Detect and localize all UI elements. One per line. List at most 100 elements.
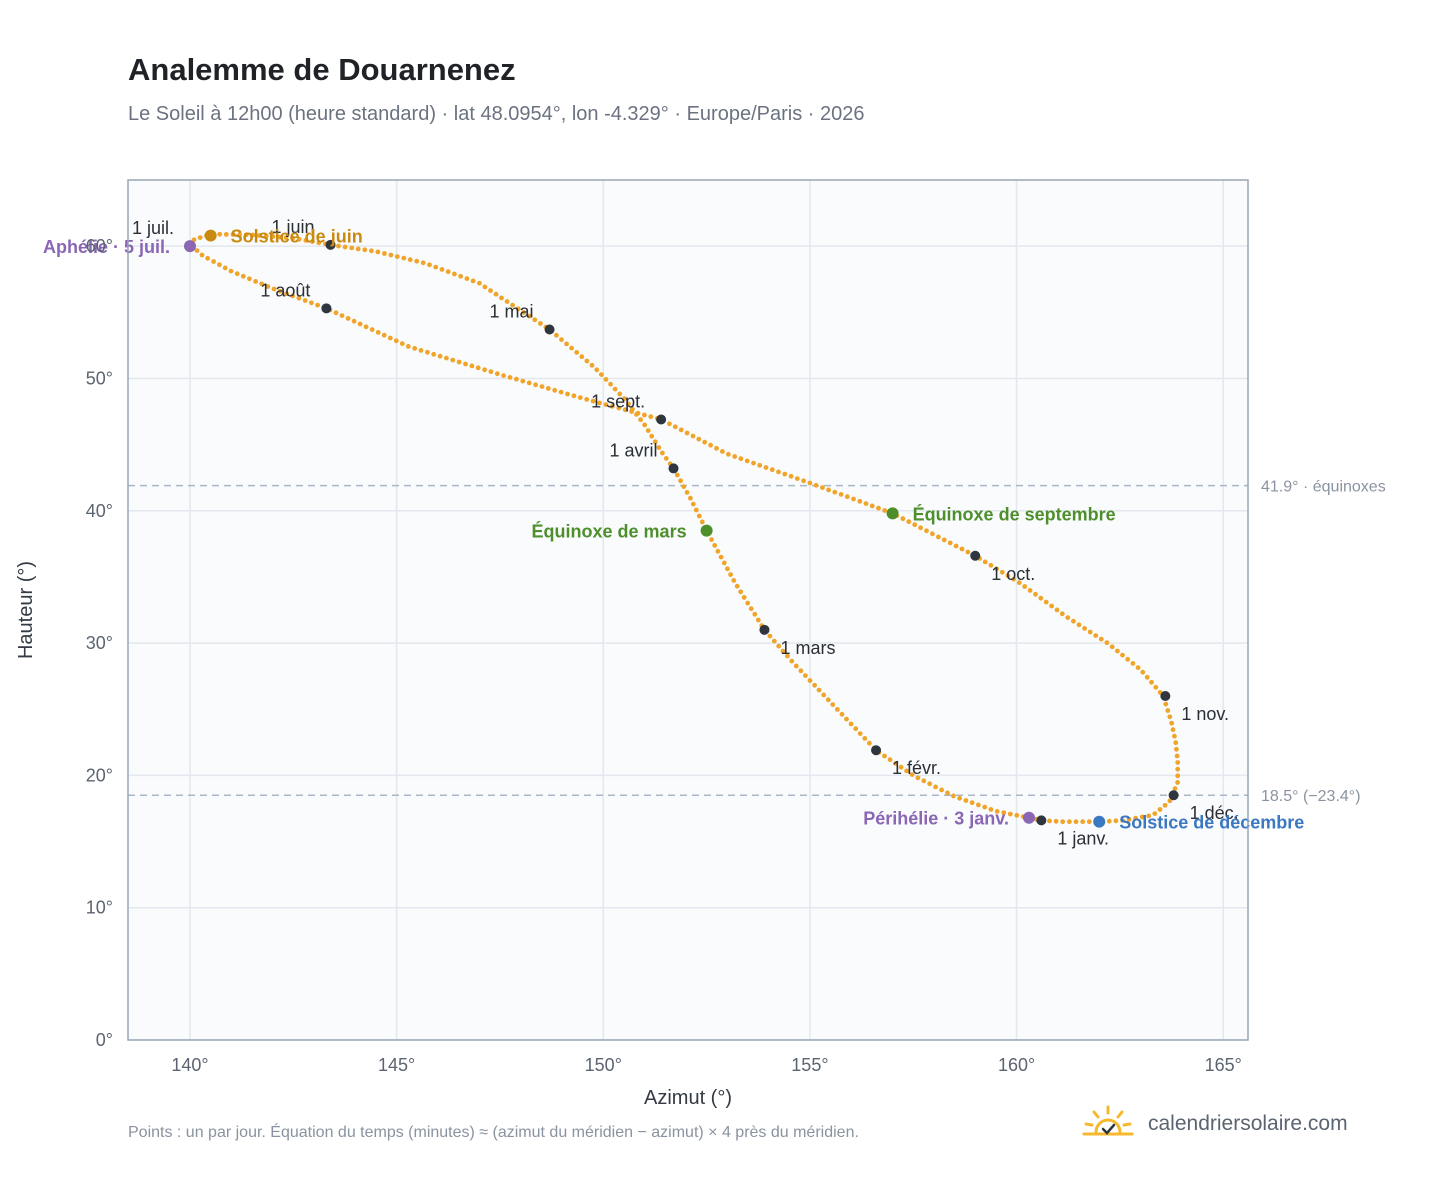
daily-point [1152, 811, 1158, 816]
daily-point [898, 764, 904, 770]
daily-point [816, 687, 822, 693]
daily-point [349, 245, 355, 251]
daily-point [230, 232, 236, 237]
daily-point [933, 784, 938, 790]
daily-point [844, 716, 849, 722]
y-tick-label: 30° [86, 633, 113, 653]
event-label: Équinoxe de mars [532, 521, 687, 542]
daily-point [554, 332, 559, 338]
daily-point [681, 484, 687, 489]
daily-point [924, 528, 929, 534]
daily-point [445, 269, 451, 275]
daily-point [1073, 819, 1079, 825]
daily-point [807, 480, 813, 486]
daily-point [197, 235, 203, 241]
month-marker [759, 624, 770, 635]
daily-point [1049, 603, 1054, 609]
daily-point [712, 543, 718, 548]
daily-point [599, 372, 604, 377]
daily-point [867, 740, 872, 746]
daily-point [745, 600, 751, 606]
daily-point [431, 351, 437, 357]
month-marker [871, 745, 882, 756]
daily-point [1082, 626, 1087, 631]
month-markers: 1 janv. 1 févr. 1 mars 1 avril 1 mai 1 juin 1 … [132, 217, 1239, 849]
daily-point [277, 288, 283, 294]
daily-point [909, 772, 915, 777]
daily-point [751, 460, 756, 466]
daily-point [336, 243, 341, 249]
daily-point [1133, 815, 1138, 821]
daily-point [813, 482, 819, 488]
daily-point [526, 313, 532, 319]
daily-point [393, 338, 399, 344]
daily-point [900, 516, 906, 522]
daily-point [863, 501, 869, 506]
daily-point [857, 498, 863, 504]
daily-point [857, 731, 863, 736]
daily-point [798, 668, 804, 674]
daily-point [976, 802, 981, 808]
daily-point [469, 363, 475, 369]
daily-point [1139, 814, 1145, 820]
daily-point [1005, 573, 1011, 579]
x-tick-label: 145° [378, 1055, 415, 1075]
daily-point [247, 276, 252, 282]
month-marker [656, 414, 667, 425]
month-marker [668, 463, 679, 474]
daily-point [807, 678, 813, 683]
brand[interactable]: calendriersolaire.com [1082, 1102, 1348, 1146]
daily-point [499, 295, 504, 301]
daily-point [482, 284, 488, 290]
daily-point [930, 531, 935, 537]
daily-point [574, 350, 580, 355]
daily-point [832, 489, 838, 495]
daily-point [642, 412, 647, 418]
daily-point [463, 361, 468, 367]
daily-point [830, 702, 836, 707]
daily-point [1174, 753, 1180, 759]
daily-point [217, 231, 223, 237]
daily-point [270, 234, 276, 240]
daily-point [1080, 819, 1086, 825]
daily-point [217, 262, 222, 268]
daily-point [456, 359, 462, 365]
daily-point [678, 427, 684, 433]
daily-point [565, 391, 570, 397]
daily-point [493, 291, 499, 297]
daily-point [309, 239, 315, 245]
daily-point [789, 658, 795, 664]
daily-point [388, 252, 394, 258]
brand-name: calendriersolaire.com [1148, 1112, 1348, 1135]
daily-point [941, 537, 947, 543]
daily-point [820, 485, 825, 490]
daily-point [988, 807, 994, 812]
daily-point [584, 358, 590, 364]
daily-point [1120, 818, 1125, 823]
daily-point [645, 428, 651, 433]
daily-point [590, 398, 596, 404]
daily-point [794, 476, 800, 481]
daily-point [720, 449, 725, 454]
daily-point [999, 569, 1005, 575]
daily-point [458, 273, 464, 279]
daily-point [1098, 636, 1104, 642]
daily-point [470, 278, 476, 284]
daily-point [515, 306, 521, 312]
daily-point [652, 439, 658, 445]
daily-point [1146, 813, 1152, 819]
daily-point [433, 264, 439, 270]
daily-point [1162, 802, 1168, 808]
daily-point [526, 380, 532, 386]
month-marker [1160, 691, 1171, 701]
daily-point [369, 248, 374, 254]
daily-point [538, 321, 543, 326]
daily-point [663, 456, 669, 461]
daily-point [450, 357, 456, 363]
daily-point [228, 268, 234, 274]
daily-point [844, 494, 850, 500]
chart-title: Analemme de Douarnenez [128, 52, 516, 87]
daily-point [564, 341, 569, 347]
daily-point [776, 469, 781, 475]
daily-point [439, 267, 445, 272]
